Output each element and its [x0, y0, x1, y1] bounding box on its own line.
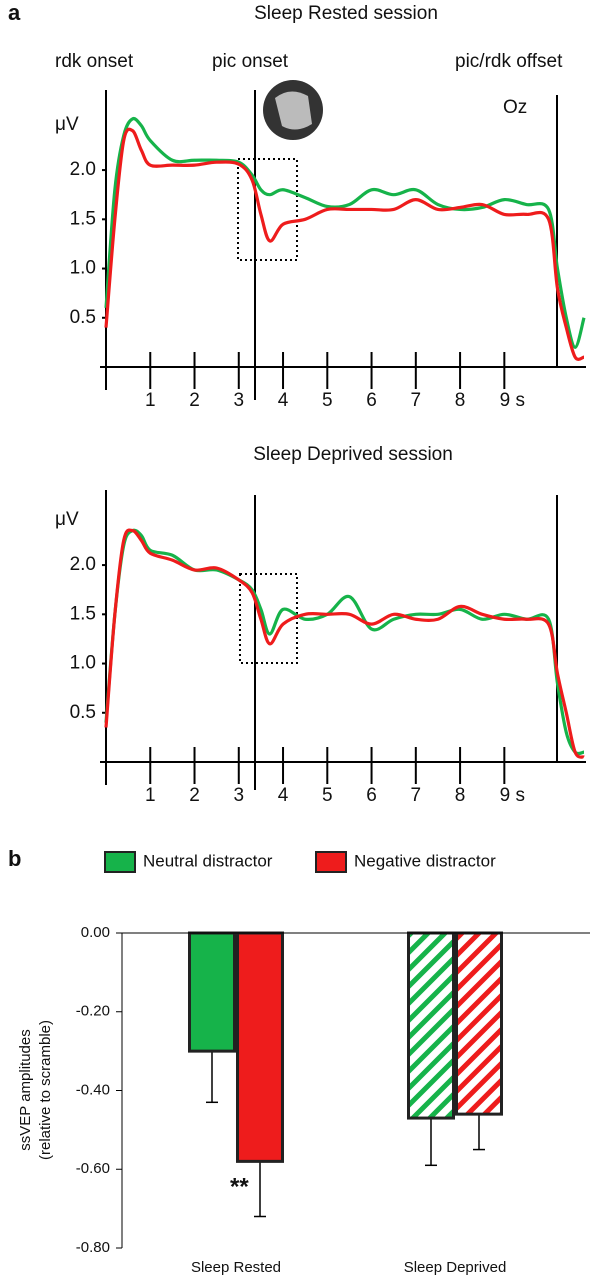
- bar: [407, 931, 455, 1120]
- panel-label: a: [8, 0, 21, 25]
- x-tick-label: 5: [322, 390, 333, 411]
- x-tick-label: 3: [233, 785, 244, 806]
- x-tick-label: 6: [366, 390, 377, 411]
- x-tick-label: 8: [455, 390, 466, 411]
- x-tick-label: 9 s: [500, 390, 525, 411]
- chart-title: Sleep Deprived session: [253, 444, 453, 465]
- y-axis-label: μV: [55, 114, 79, 135]
- annotation: Oz: [503, 97, 527, 118]
- x-tick-label: 2: [189, 390, 200, 411]
- bar: [455, 931, 503, 1116]
- y-axis-label: ssVEP amplitudes: [17, 1029, 34, 1150]
- highlight-box: [239, 573, 298, 664]
- x-tick-label: 2: [189, 785, 200, 806]
- y-tick-label: 1.0: [70, 653, 96, 674]
- y-tick-label: 1.0: [70, 258, 96, 279]
- y-tick-label: -0.20: [76, 1003, 110, 1020]
- y-tick-label: 1.5: [70, 603, 96, 624]
- x-tick-label: Sleep Deprived: [404, 1259, 507, 1276]
- series-line: [104, 528, 585, 759]
- y-tick-label: 0.5: [70, 702, 96, 723]
- panel-label: b: [8, 846, 21, 871]
- y-tick-label: -0.60: [76, 1160, 110, 1177]
- x-tick-label: 7: [411, 785, 422, 806]
- legend-swatch: [104, 851, 136, 873]
- x-tick-label: 1: [145, 390, 156, 411]
- annotation: pic/rdk offset: [455, 51, 563, 72]
- bar: [188, 931, 236, 1053]
- x-tick-label: 4: [278, 785, 289, 806]
- legend-swatch: [315, 851, 347, 873]
- y-tick-label: -0.80: [76, 1239, 110, 1256]
- x-tick-label: 6: [366, 785, 377, 806]
- x-tick-label: 1: [145, 785, 156, 806]
- series-line: [104, 127, 585, 361]
- legend-label: Neutral distractor: [143, 851, 273, 870]
- picture-icon: [263, 80, 323, 140]
- y-tick-label: 0.00: [81, 924, 110, 941]
- x-tick-label: 8: [455, 785, 466, 806]
- highlight-box: [237, 158, 298, 261]
- x-tick-label: 4: [278, 390, 289, 411]
- x-tick-label: 5: [322, 785, 333, 806]
- y-axis-label: (relative to scramble): [37, 1020, 54, 1160]
- significance: **: [230, 1173, 249, 1200]
- y-axis-label: μV: [55, 509, 79, 530]
- chart-title: Sleep Rested session: [254, 3, 438, 24]
- bar: [236, 931, 284, 1163]
- y-tick-label: 0.5: [70, 307, 96, 328]
- x-tick-label: 3: [233, 390, 244, 411]
- x-tick-label: 9 s: [500, 785, 525, 806]
- legend-label: Negative distractor: [354, 851, 496, 870]
- y-tick-label: 1.5: [70, 208, 96, 229]
- annotation: rdk onset: [55, 51, 134, 72]
- series-line: [104, 116, 586, 349]
- y-tick-label: 2.0: [70, 159, 96, 180]
- annotation: pic onset: [212, 51, 289, 72]
- x-tick-label: 7: [411, 390, 422, 411]
- x-tick-label: Sleep Rested: [191, 1259, 281, 1276]
- y-tick-label: -0.40: [76, 1081, 110, 1098]
- y-tick-label: 2.0: [70, 554, 96, 575]
